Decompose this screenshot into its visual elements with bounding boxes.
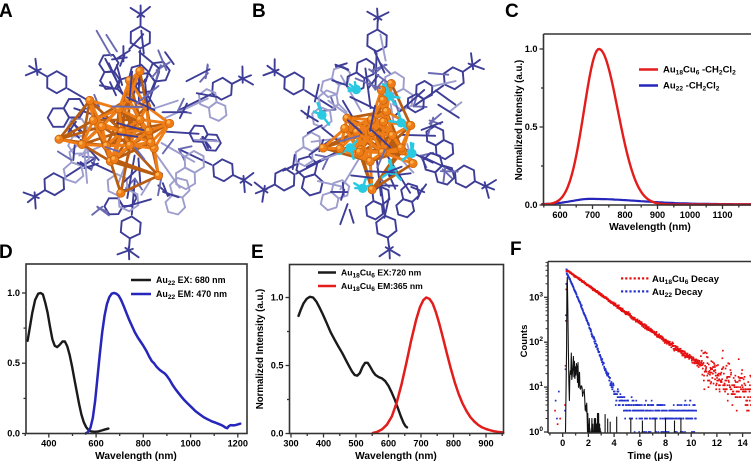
svg-text:0.5: 0.5 [525,122,538,132]
svg-text:300: 300 [283,439,298,449]
svg-text:8: 8 [663,438,668,448]
svg-text:101: 101 [529,381,543,392]
svg-text:700: 700 [413,439,428,449]
svg-text:0.0: 0.0 [7,429,20,439]
svg-text:0.5: 0.5 [7,358,20,368]
svg-text:1.0: 1.0 [7,288,20,298]
svg-text:1000: 1000 [680,210,700,220]
svg-text:Time (μs): Time (μs) [627,451,672,461]
svg-text:2: 2 [586,438,591,448]
svg-text:1.0: 1.0 [271,293,284,303]
svg-text:Wavelength (nm): Wavelength (nm) [355,451,437,461]
svg-text:10: 10 [686,438,696,448]
svg-text:0.0: 0.0 [525,200,538,210]
svg-text:0: 0 [560,438,565,448]
svg-text:Normalized Intensity (a.u.): Normalized Intensity (a.u.) [514,60,525,181]
svg-text:12: 12 [712,438,722,448]
svg-text:Normalized Intensity (a.u.): Normalized Intensity (a.u.) [255,289,266,410]
svg-text:Au18Cu6 EM:365 nm: Au18Cu6 EM:365 nm [341,281,423,293]
svg-text:600: 600 [552,210,567,220]
svg-text:Au18Cu6 EX:720 nm: Au18Cu6 EX:720 nm [341,268,422,280]
svg-text:900: 900 [478,439,493,449]
svg-text:900: 900 [650,210,665,220]
svg-text:Au22 -CH2Cl2: Au22 -CH2Cl2 [663,81,720,93]
svg-text:4: 4 [612,438,618,448]
svg-text:0.0: 0.0 [271,429,284,439]
svg-text:800: 800 [617,210,632,220]
svg-text:1200: 1200 [228,439,248,449]
svg-text:700: 700 [585,210,600,220]
svg-text:Au18Cu6 Decay: Au18Cu6 Decay [652,274,720,286]
svg-text:Au22 Decay: Au22 Decay [652,287,703,299]
svg-text:Au22 EX: 680 nm: Au22 EX: 680 nm [156,275,226,287]
svg-text:800: 800 [446,439,461,449]
svg-text:600: 600 [88,439,103,449]
svg-text:Au22 EM: 470 nm: Au22 EM: 470 nm [156,289,227,301]
svg-text:400: 400 [41,439,56,449]
svg-text:600: 600 [381,439,396,449]
svg-text:1000: 1000 [180,439,200,449]
svg-text:14: 14 [737,438,748,448]
svg-text:400: 400 [316,439,331,449]
svg-text:0.5: 0.5 [271,361,284,371]
svg-text:6: 6 [637,438,642,448]
svg-text:102: 102 [529,336,543,347]
svg-text:100: 100 [529,426,543,437]
svg-text:500: 500 [348,439,363,449]
svg-text:Wavelength (nm): Wavelength (nm) [95,451,177,461]
svg-text:Wavelength (nm): Wavelength (nm) [609,222,691,233]
svg-text:Counts: Counts [519,325,530,358]
svg-text:Au18Cu6 -CH2Cl2: Au18Cu6 -CH2Cl2 [663,65,736,77]
svg-text:1.0: 1.0 [525,44,538,54]
svg-text:103: 103 [529,291,543,302]
svg-text:1100: 1100 [713,210,733,220]
svg-text:800: 800 [136,439,151,449]
